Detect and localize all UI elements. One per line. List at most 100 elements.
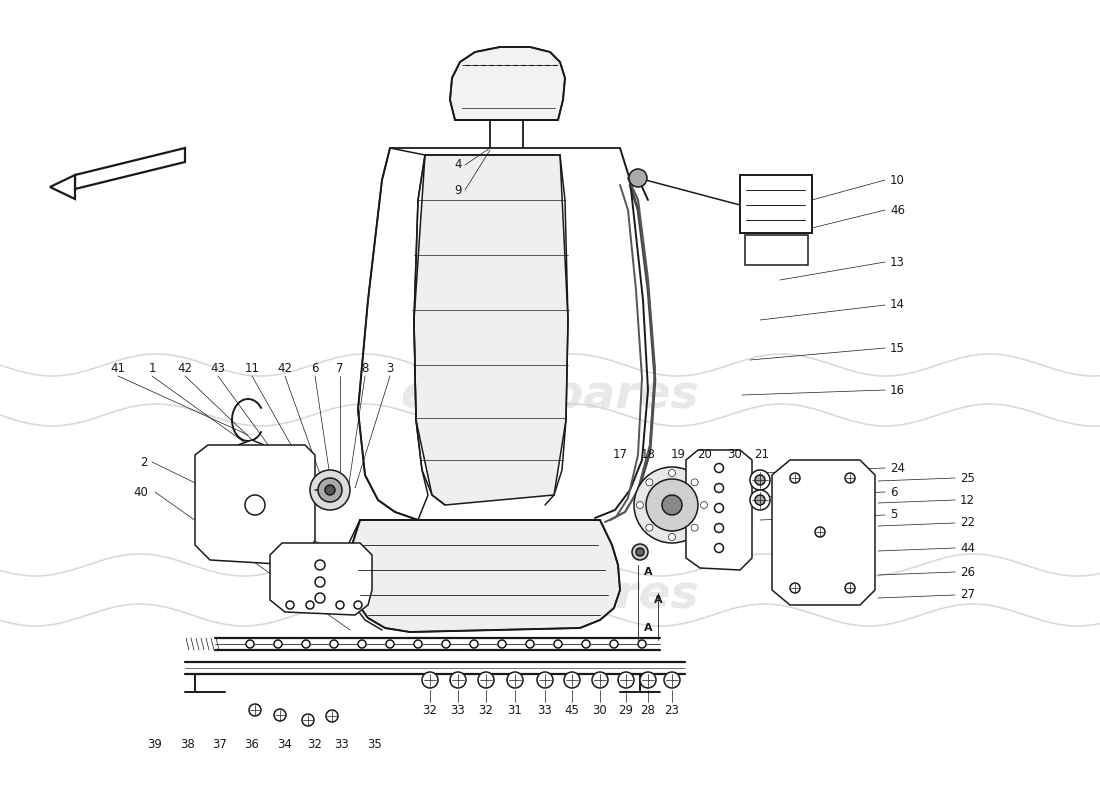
Text: 36: 36	[244, 738, 260, 751]
Polygon shape	[270, 543, 372, 615]
Circle shape	[755, 475, 764, 485]
Text: 20: 20	[697, 449, 713, 462]
Text: 12: 12	[960, 494, 975, 506]
Circle shape	[274, 640, 282, 648]
Circle shape	[646, 479, 698, 531]
Circle shape	[755, 495, 764, 505]
Text: 2: 2	[141, 455, 149, 469]
Text: 22: 22	[960, 517, 975, 530]
Circle shape	[715, 543, 724, 553]
Text: 32: 32	[308, 738, 322, 751]
Text: 21: 21	[755, 449, 770, 462]
Circle shape	[330, 640, 338, 648]
Circle shape	[336, 601, 344, 609]
Circle shape	[629, 169, 647, 187]
Circle shape	[636, 548, 644, 556]
Text: 5: 5	[890, 509, 898, 522]
Text: 18: 18	[640, 449, 656, 462]
Circle shape	[302, 714, 313, 726]
Circle shape	[315, 593, 324, 603]
Circle shape	[691, 479, 698, 486]
Text: 42: 42	[277, 362, 293, 374]
Circle shape	[662, 495, 682, 515]
Polygon shape	[238, 440, 264, 475]
Polygon shape	[50, 175, 75, 199]
Circle shape	[315, 560, 324, 570]
Circle shape	[634, 467, 710, 543]
Text: 17: 17	[613, 449, 627, 462]
Circle shape	[386, 640, 394, 648]
Text: 33: 33	[538, 703, 552, 717]
Text: 33: 33	[334, 738, 350, 751]
Text: 30: 30	[727, 449, 742, 462]
Circle shape	[845, 583, 855, 593]
Text: 38: 38	[180, 738, 196, 751]
Circle shape	[564, 672, 580, 688]
Text: 37: 37	[212, 738, 228, 751]
Circle shape	[715, 463, 724, 473]
Text: 35: 35	[367, 738, 383, 751]
Text: 29: 29	[618, 703, 634, 717]
Circle shape	[632, 544, 648, 560]
Circle shape	[715, 483, 724, 493]
Circle shape	[315, 577, 324, 587]
Text: 9: 9	[454, 183, 462, 197]
Circle shape	[306, 601, 313, 609]
Text: 23: 23	[664, 703, 680, 717]
Circle shape	[715, 523, 724, 533]
Text: 19: 19	[671, 449, 685, 462]
Circle shape	[664, 672, 680, 688]
Circle shape	[286, 601, 294, 609]
Text: 42: 42	[177, 362, 192, 374]
Circle shape	[554, 640, 562, 648]
Polygon shape	[772, 460, 874, 605]
Text: A: A	[644, 567, 652, 577]
Circle shape	[507, 672, 522, 688]
Circle shape	[358, 640, 366, 648]
Text: 32: 32	[478, 703, 494, 717]
Circle shape	[582, 640, 590, 648]
Polygon shape	[686, 450, 752, 570]
Text: 10: 10	[890, 174, 905, 186]
Text: 34: 34	[277, 738, 293, 751]
Circle shape	[274, 709, 286, 721]
Circle shape	[310, 470, 350, 510]
Polygon shape	[195, 445, 315, 565]
Text: A: A	[653, 595, 662, 605]
Text: 39: 39	[147, 738, 163, 751]
Polygon shape	[740, 175, 812, 233]
Circle shape	[526, 640, 534, 648]
Text: 43: 43	[210, 362, 225, 374]
Circle shape	[638, 640, 646, 648]
Text: 7: 7	[337, 362, 343, 374]
Circle shape	[750, 490, 770, 510]
Circle shape	[701, 502, 707, 509]
Text: 25: 25	[960, 471, 975, 485]
Circle shape	[646, 479, 653, 486]
Text: 14: 14	[890, 298, 905, 311]
Text: A: A	[644, 623, 652, 633]
Circle shape	[790, 473, 800, 483]
Circle shape	[302, 640, 310, 648]
Circle shape	[450, 672, 466, 688]
Circle shape	[537, 672, 553, 688]
Circle shape	[618, 672, 634, 688]
Circle shape	[691, 524, 698, 531]
Circle shape	[245, 495, 265, 515]
Polygon shape	[350, 520, 620, 632]
Circle shape	[318, 478, 342, 502]
Circle shape	[669, 470, 675, 477]
Text: 33: 33	[451, 703, 465, 717]
Circle shape	[790, 583, 800, 593]
Polygon shape	[450, 47, 565, 120]
Circle shape	[246, 640, 254, 648]
Circle shape	[498, 640, 506, 648]
Circle shape	[249, 704, 261, 716]
Circle shape	[610, 640, 618, 648]
Circle shape	[354, 601, 362, 609]
Circle shape	[422, 672, 438, 688]
Text: 41: 41	[110, 362, 125, 374]
Text: eurospares: eurospares	[400, 573, 700, 618]
Circle shape	[669, 534, 675, 541]
Text: 46: 46	[890, 203, 905, 217]
